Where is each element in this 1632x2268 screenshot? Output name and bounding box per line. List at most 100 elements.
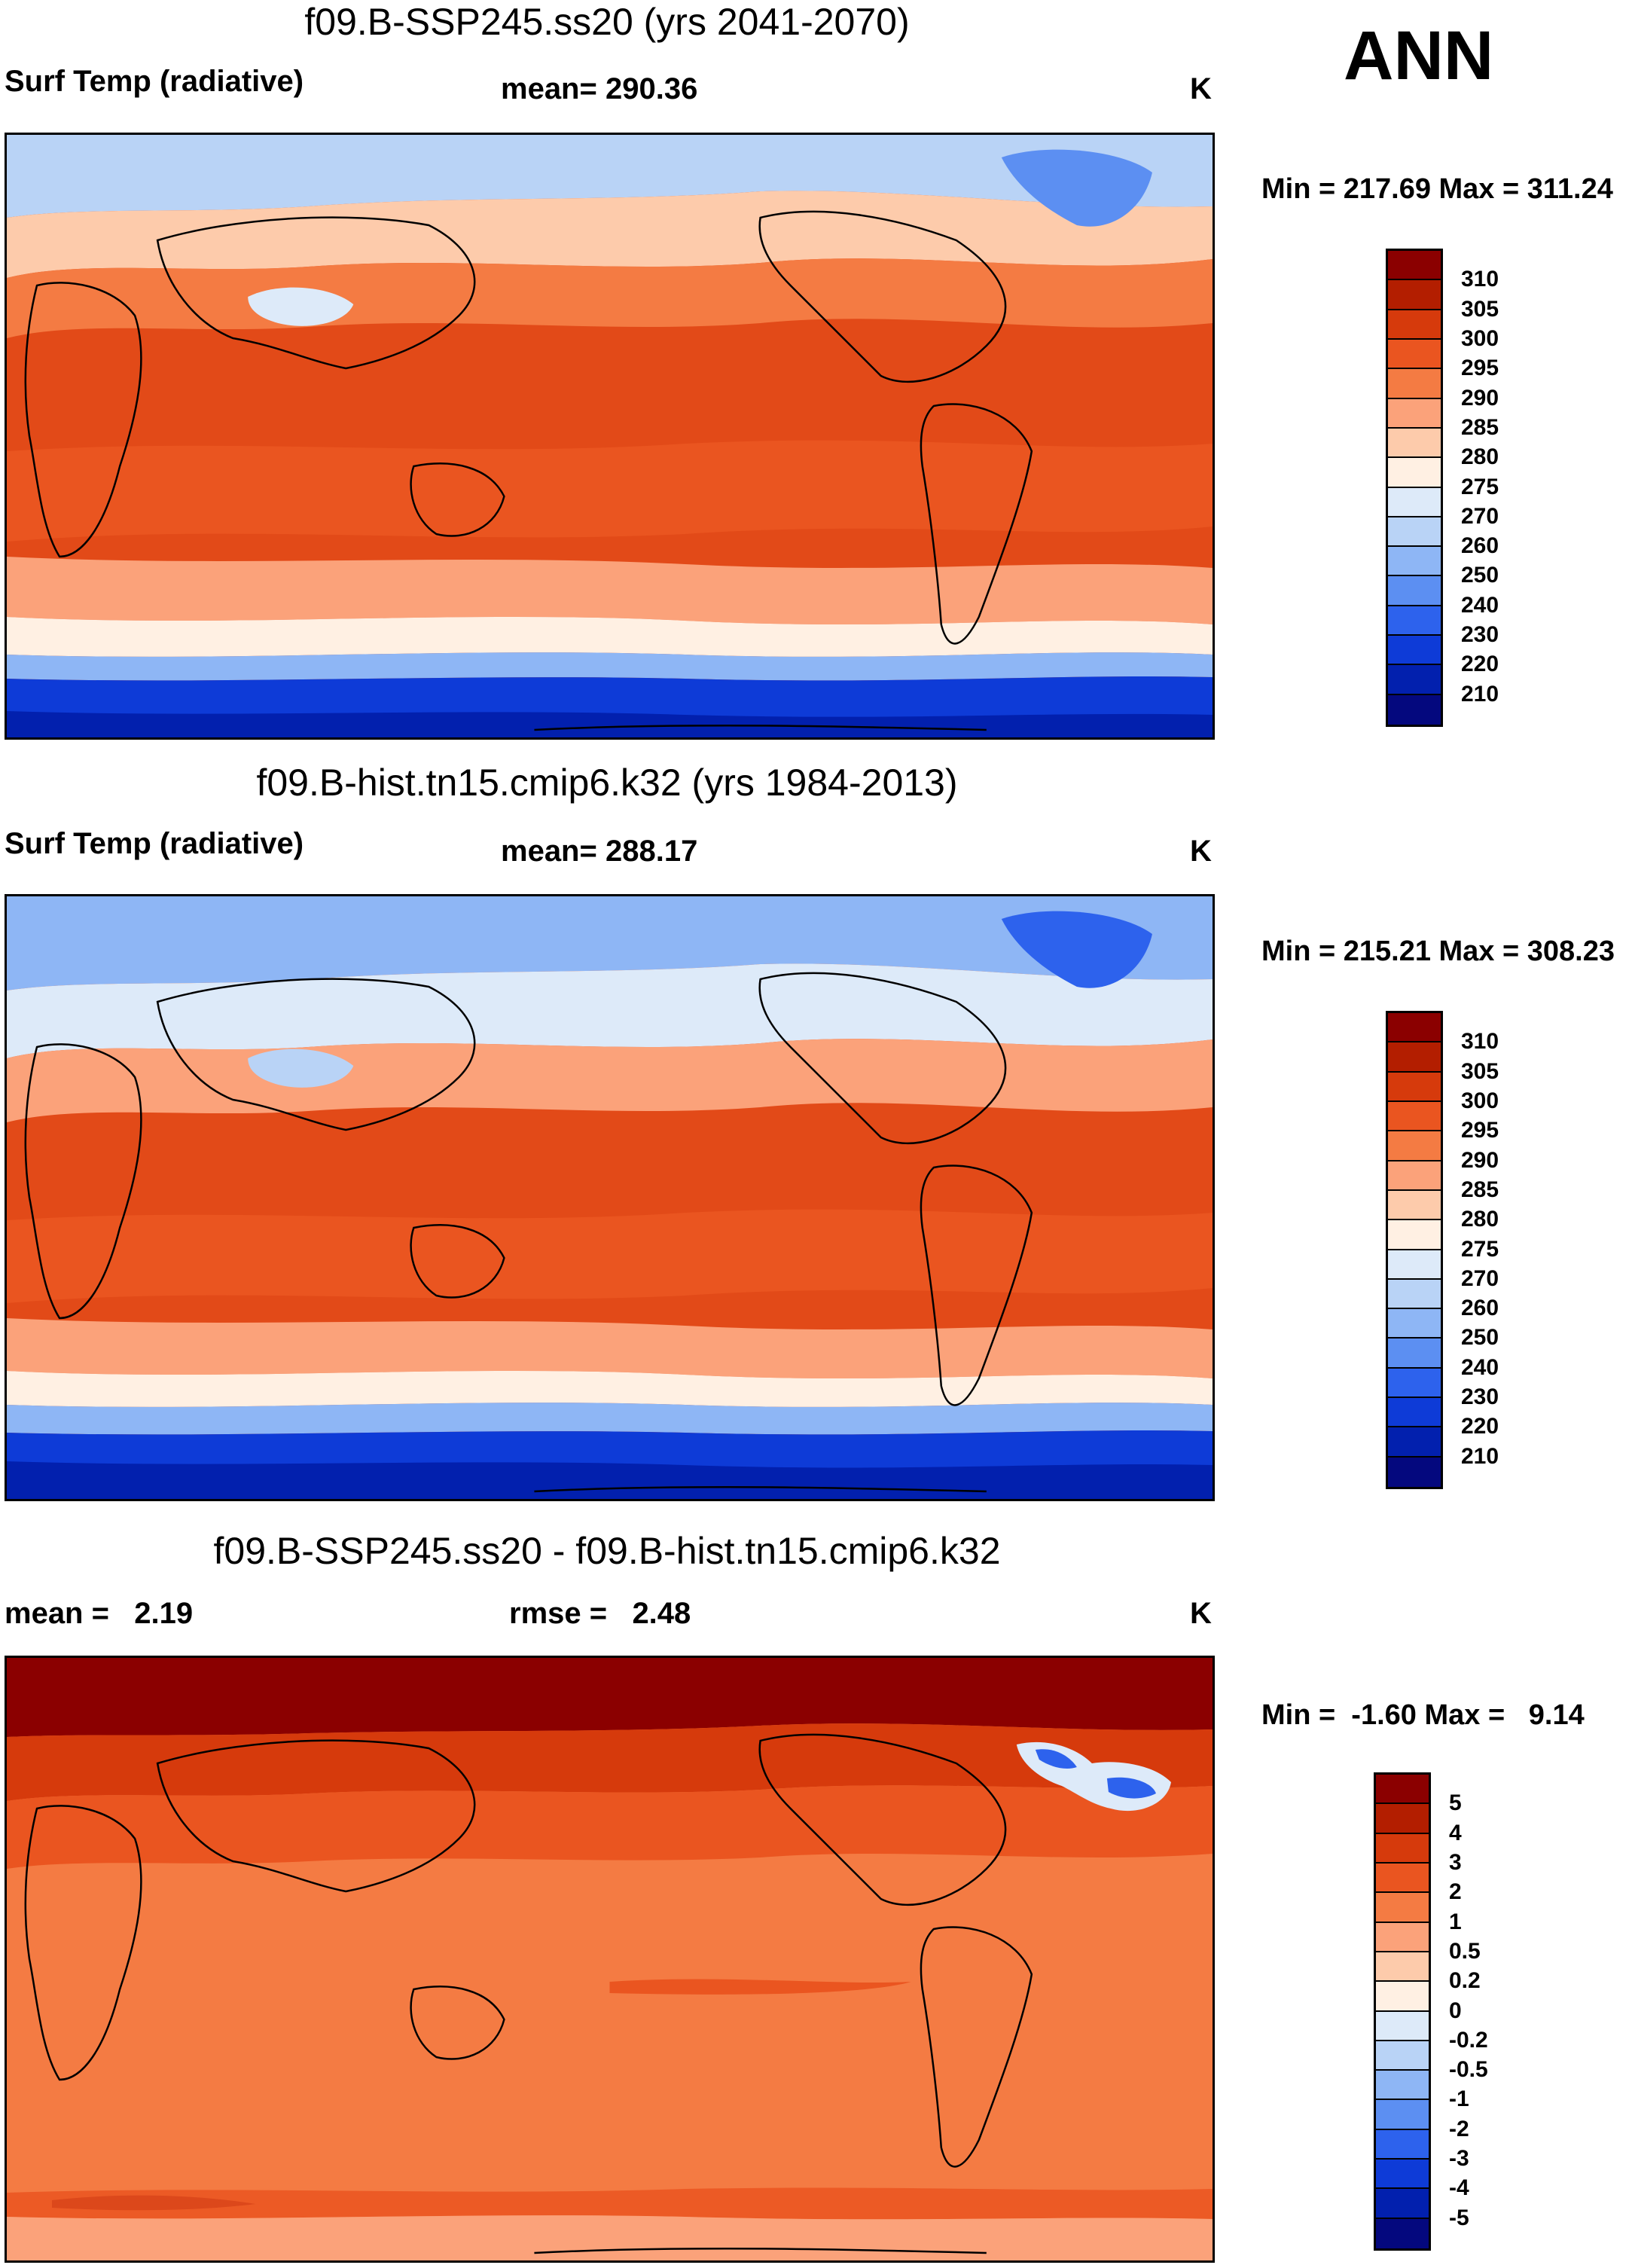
panel-2-minmax: Min = 215.21 Max = 308.23 — [1261, 936, 1615, 967]
colorbar-box — [1376, 2160, 1429, 2190]
colorbar-tick-label: -0.2 — [1449, 2027, 1488, 2053]
colorbar-box — [1388, 1042, 1441, 1073]
colorbar-tick-label: 260 — [1461, 533, 1499, 559]
colorbar-box — [1376, 1833, 1429, 1864]
colorbar-box — [1388, 458, 1441, 488]
colorbar-box — [1388, 369, 1441, 399]
colorbar-box — [1388, 1398, 1441, 1428]
panel-3-title: f09.B-SSP245.ss20 - f09.B-hist.tn15.cmip… — [213, 1530, 1001, 1572]
colorbar-tick-label: 4 — [1449, 1820, 1462, 1845]
colorbar-tick-label: -3 — [1449, 2146, 1469, 2172]
colorbar-box — [1388, 576, 1441, 606]
colorbar-tick-label: 290 — [1461, 385, 1499, 411]
colorbar-box — [1388, 280, 1441, 310]
panel-1-map-graphic — [7, 135, 1213, 737]
colorbar-tick-label: 0.5 — [1449, 1938, 1481, 1964]
colorbar-box — [1376, 2041, 1429, 2071]
colorbar-box — [1376, 1952, 1429, 1983]
season-label: ANN — [1344, 17, 1494, 94]
colorbar-tick-label: 5 — [1449, 1790, 1462, 1816]
colorbar-box — [1388, 665, 1441, 695]
colorbar-tick-label: 270 — [1461, 1265, 1499, 1291]
colorbar-tick-label: 280 — [1461, 1207, 1499, 1232]
colorbar-tick-label: 305 — [1461, 296, 1499, 322]
colorbar-tick-label: 3 — [1449, 1849, 1462, 1875]
colorbar-box — [1388, 1190, 1441, 1221]
colorbar-box — [1376, 2129, 1429, 2160]
colorbar-box — [1388, 1279, 1441, 1310]
colorbar-box — [1376, 2100, 1429, 2130]
colorbar-tick-label: 300 — [1461, 325, 1499, 351]
panel-2-left-label: Surf Temp (radiative) — [5, 827, 304, 860]
panel-2-mean: mean= 288.17 — [501, 835, 698, 868]
colorbar-tick-label: 0 — [1449, 1998, 1462, 2023]
colorbar-tick-label: 310 — [1461, 1029, 1499, 1055]
colorbar-tick-label: -1 — [1449, 2086, 1469, 2112]
colorbar-tick-label: 260 — [1461, 1296, 1499, 1321]
panel-2-map-graphic — [7, 896, 1213, 1499]
colorbar-tick-label: -2 — [1449, 2116, 1469, 2141]
colorbar-box — [1388, 1101, 1441, 1132]
colorbar-tick-label: 275 — [1461, 1236, 1499, 1262]
colorbar-tick-label: 285 — [1461, 1177, 1499, 1202]
colorbar-tick-label: 270 — [1461, 503, 1499, 529]
colorbar-box — [1388, 1161, 1441, 1191]
colorbar-box — [1376, 2218, 1429, 2248]
panel-3-rmse: rmse = 2.48 — [509, 1597, 691, 1630]
colorbar-tick-label: 300 — [1461, 1088, 1499, 1113]
colorbar-tick-label: 0.2 — [1449, 1968, 1481, 1994]
colorbar-box — [1388, 310, 1441, 340]
colorbar-box — [1388, 487, 1441, 517]
colorbar-box — [1388, 1457, 1441, 1487]
colorbar-tick-label: 230 — [1461, 622, 1499, 648]
colorbar-box — [1388, 428, 1441, 459]
panel-3-colorbar — [1374, 1772, 1431, 2251]
colorbar-box — [1376, 1893, 1429, 1923]
colorbar-box — [1388, 1131, 1441, 1161]
panel-1-minmax: Min = 217.69 Max = 311.24 — [1261, 173, 1613, 205]
panel-2-map — [5, 894, 1215, 1501]
colorbar-box — [1376, 1775, 1429, 1805]
colorbar-tick-label: 2 — [1449, 1879, 1462, 1905]
colorbar-tick-label: -4 — [1449, 2175, 1469, 2201]
colorbar-box — [1388, 1072, 1441, 1102]
colorbar-box — [1376, 1982, 1429, 2012]
panel-3-map-graphic — [7, 1658, 1213, 2260]
colorbar-tick-label: 295 — [1461, 356, 1499, 381]
colorbar-box — [1388, 339, 1441, 370]
colorbar-box — [1388, 694, 1441, 725]
colorbar-box — [1388, 547, 1441, 577]
colorbar-tick-label: 230 — [1461, 1384, 1499, 1410]
colorbar-tick-label: 210 — [1461, 681, 1499, 707]
colorbar-tick-label: 220 — [1461, 1414, 1499, 1439]
colorbar-tick-label: 1 — [1449, 1909, 1462, 1934]
panel-2-colorbar — [1386, 1011, 1443, 1489]
colorbar-tick-label: -5 — [1449, 2205, 1469, 2230]
colorbar-box — [1376, 1863, 1429, 1894]
colorbar-tick-label: 280 — [1461, 444, 1499, 470]
colorbar-tick-label: 305 — [1461, 1058, 1499, 1084]
colorbar-tick-label: 220 — [1461, 652, 1499, 677]
panel-3-mean: mean = 2.19 — [5, 1597, 194, 1630]
panel-2-title: f09.B-hist.tn15.cmip6.k32 (yrs 1984-2013… — [256, 762, 958, 804]
panel-3-units: K — [1190, 1597, 1212, 1630]
panel-1-colorbar — [1386, 249, 1443, 727]
panel-1-map — [5, 133, 1215, 740]
panel-2-units: K — [1190, 835, 1212, 868]
panel-1-title: f09.B-SSP245.ss20 (yrs 2041-2070) — [304, 1, 910, 43]
colorbar-tick-label: 240 — [1461, 1354, 1499, 1380]
colorbar-box — [1376, 1804, 1429, 1834]
colorbar-tick-label: 275 — [1461, 474, 1499, 499]
colorbar-tick-label: 210 — [1461, 1443, 1499, 1469]
colorbar-box — [1376, 2189, 1429, 2219]
colorbar-box — [1388, 251, 1441, 281]
colorbar-box — [1388, 398, 1441, 429]
colorbar-box — [1376, 1922, 1429, 1952]
colorbar-box — [1376, 2011, 1429, 2041]
colorbar-tick-label: 285 — [1461, 414, 1499, 440]
colorbar-box — [1388, 606, 1441, 636]
colorbar-tick-label: 310 — [1461, 267, 1499, 292]
panel-1-left-label: Surf Temp (radiative) — [5, 65, 304, 98]
colorbar-box — [1376, 2071, 1429, 2101]
colorbar-box — [1388, 517, 1441, 548]
